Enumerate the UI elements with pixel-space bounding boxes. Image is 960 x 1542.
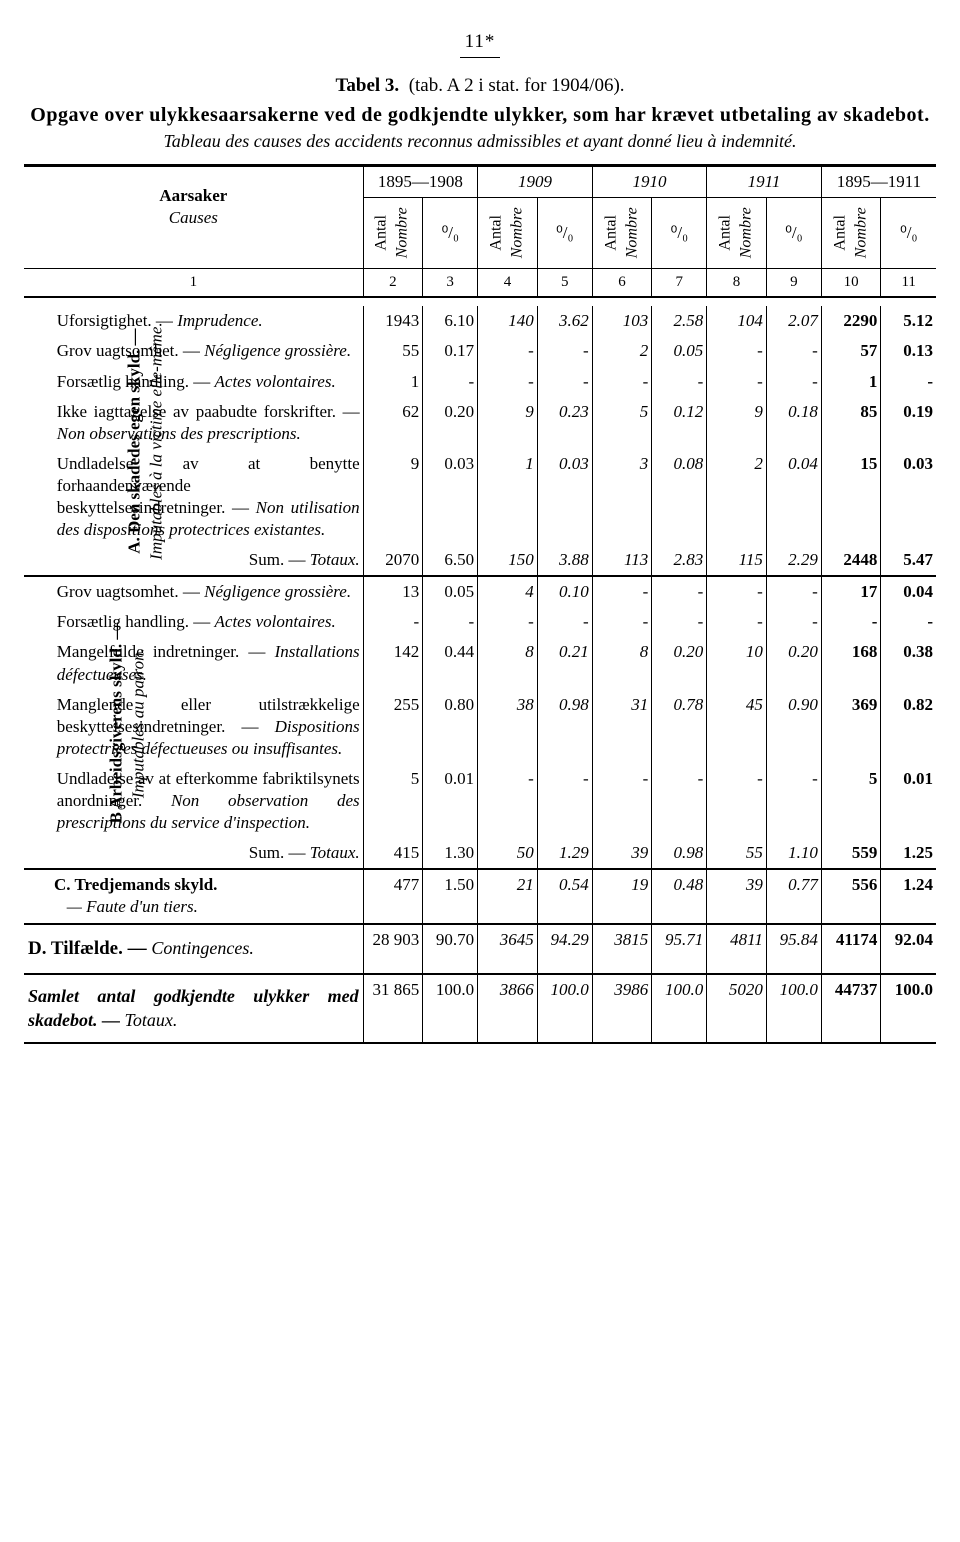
- accidents-causes-table: Aarsaker Causes 1895—1908 1909 1910 1911…: [24, 164, 936, 1044]
- row-a1: A. Den skadedes egen skyld. —Imputables …: [24, 306, 936, 336]
- row-b3: Mangelfulde indretninger. — Installation…: [24, 637, 936, 689]
- page-number: 11*: [24, 30, 936, 58]
- table-number-line: Tabel 3. (tab. A 2 i stat. for 1904/06).: [24, 74, 936, 99]
- period-1895-1911: 1895—1911: [821, 167, 936, 198]
- subtitle-french: Tableau des causes des accidents reconnu…: [24, 130, 936, 153]
- row-d: D. Tilfælde. — Contingences. 28 90390.70…: [24, 924, 936, 975]
- section-b-label: B Arbeidsgiverens skyld. —Imputables au …: [24, 577, 54, 869]
- period-1910: 1910: [592, 167, 707, 198]
- header-causes: Aarsaker Causes: [24, 167, 363, 269]
- period-1911: 1911: [707, 167, 822, 198]
- row-b2: Forsætlig handling. — Actes volontaires.…: [24, 607, 936, 637]
- row-b-sum: Sum. — Totaux. 4151.30 501.29 390.98 551…: [24, 838, 936, 869]
- row-total: Samlet antal godkjendte ulykker med skad…: [24, 974, 936, 1043]
- row-b5: Undladelse av at efterkomme fabriktilsyn…: [24, 764, 936, 838]
- period-1895-1908: 1895—1908: [363, 167, 478, 198]
- row-b1: B Arbeidsgiverens skyld. —Imputables au …: [24, 577, 936, 607]
- row-c: C. Tredjemands skyld. — Faute d'un tiers…: [24, 869, 936, 923]
- section-a-label: A. Den skadedes egen skyld. —Imputables …: [24, 306, 54, 576]
- period-1909: 1909: [478, 167, 593, 198]
- main-title: Opgave over ulykkesaarsakerne ved de god…: [24, 102, 936, 128]
- row-b4: Manglende eller utilstrækkelige beskytte…: [24, 690, 936, 764]
